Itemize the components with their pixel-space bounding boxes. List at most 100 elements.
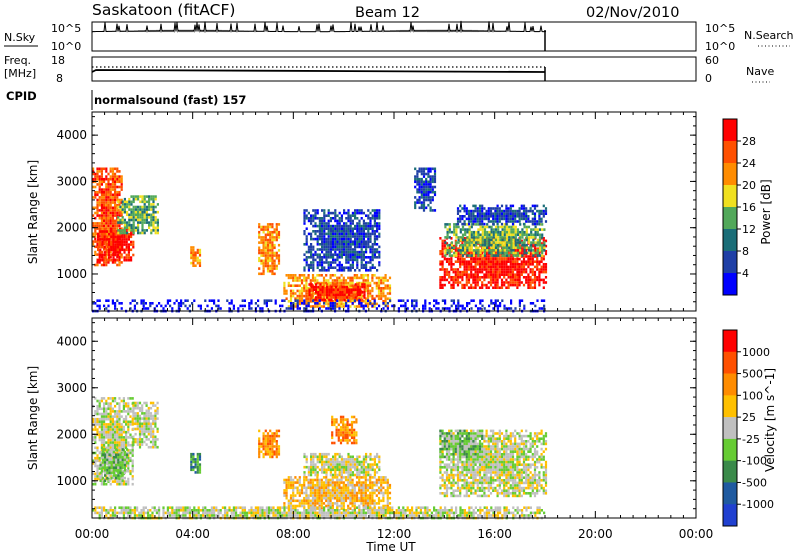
power-cell — [94, 302, 97, 305]
power-cell — [518, 215, 521, 218]
power-cell — [503, 209, 506, 213]
velocity-cell — [138, 435, 142, 439]
power-cell — [268, 299, 271, 302]
power-cell — [542, 212, 545, 215]
power-cell — [358, 209, 361, 212]
velocity-cell — [92, 428, 95, 431]
power-cell — [131, 299, 134, 302]
power-cell — [492, 281, 495, 284]
power-cell — [148, 195, 151, 198]
power-cell — [431, 167, 434, 171]
power-cell — [496, 278, 499, 282]
power-cell — [150, 223, 153, 227]
velocity-cell — [141, 432, 144, 436]
power-cell — [352, 296, 355, 299]
power-cell — [486, 233, 489, 237]
power-colorbar-tick-label: 12 — [742, 223, 756, 236]
power-cell — [103, 209, 106, 212]
power-cell — [333, 279, 337, 282]
power-cell — [340, 230, 343, 233]
power-cell — [262, 262, 265, 265]
velocity-cell — [107, 477, 110, 481]
power-cell — [365, 250, 368, 254]
power-cell — [418, 188, 421, 191]
power-cell — [456, 281, 460, 284]
velocity-cell — [108, 479, 111, 482]
power-cell — [121, 245, 124, 249]
power-cell — [441, 260, 444, 263]
power-cell — [196, 251, 199, 254]
power-cell — [463, 286, 466, 289]
power-cell — [439, 281, 442, 284]
power-cell — [354, 237, 357, 241]
power-cell — [365, 263, 368, 267]
power-cell — [472, 260, 475, 263]
power-cell — [336, 287, 339, 290]
power-cell — [340, 214, 343, 217]
power-cell — [443, 276, 446, 279]
velocity-cell — [116, 433, 119, 437]
power-cell — [139, 218, 142, 222]
power-cell — [487, 270, 490, 274]
power-cell — [265, 304, 268, 308]
velocity-cell — [107, 412, 110, 416]
velocity-cell — [136, 417, 139, 420]
power-cell — [497, 251, 500, 255]
power-cell — [522, 217, 526, 221]
power-cell — [156, 229, 159, 232]
power-cell — [277, 223, 281, 226]
velocity-cell — [103, 407, 106, 411]
power-cell — [367, 256, 370, 259]
power-cell — [503, 265, 506, 269]
velocity-cell — [149, 422, 153, 426]
power-cell — [486, 225, 489, 229]
power-cell — [503, 223, 506, 226]
power-cell — [536, 278, 539, 282]
velocity-cell — [147, 406, 150, 410]
power-cell — [332, 245, 335, 249]
power-cell — [266, 262, 270, 265]
power-cell — [152, 218, 155, 222]
power-cell — [369, 289, 372, 293]
power-cell — [111, 224, 114, 228]
velocity-cell — [105, 399, 108, 403]
power-cell — [474, 263, 477, 266]
power-cell — [305, 276, 308, 280]
power-cell — [465, 268, 468, 271]
power-cell — [416, 172, 419, 176]
power-cell — [425, 167, 428, 171]
power-cell — [443, 239, 446, 243]
power-cell — [467, 209, 471, 213]
power-cell — [376, 211, 379, 215]
power-cell — [478, 212, 482, 215]
power-cell — [271, 259, 274, 263]
velocity-cell — [123, 469, 126, 472]
velocity-cell — [108, 458, 111, 462]
power-cell — [141, 221, 144, 224]
power-cell — [377, 284, 381, 287]
power-cell — [327, 256, 330, 259]
power-cell — [411, 299, 414, 302]
power-cell — [499, 251, 502, 255]
power-cell — [116, 251, 119, 254]
power-cell — [164, 304, 167, 308]
power-cell — [470, 215, 473, 218]
power-cell — [543, 307, 546, 310]
power-cell — [329, 284, 332, 287]
power-cell — [258, 241, 261, 244]
power-cell — [107, 177, 110, 181]
power-cell — [296, 276, 299, 280]
power-cell — [365, 256, 368, 259]
nsky-left-top-tick: 10^5 — [51, 22, 81, 35]
power-cell — [362, 274, 365, 277]
power-cell — [345, 302, 348, 305]
power-cell — [321, 209, 324, 212]
power-cell — [273, 272, 276, 276]
velocity-cell — [147, 409, 150, 413]
power-cell — [485, 260, 488, 263]
power-cell — [340, 253, 343, 256]
power-cell — [283, 299, 286, 302]
power-cell — [433, 175, 437, 178]
power-cell — [481, 241, 484, 244]
power-cell — [478, 263, 482, 266]
